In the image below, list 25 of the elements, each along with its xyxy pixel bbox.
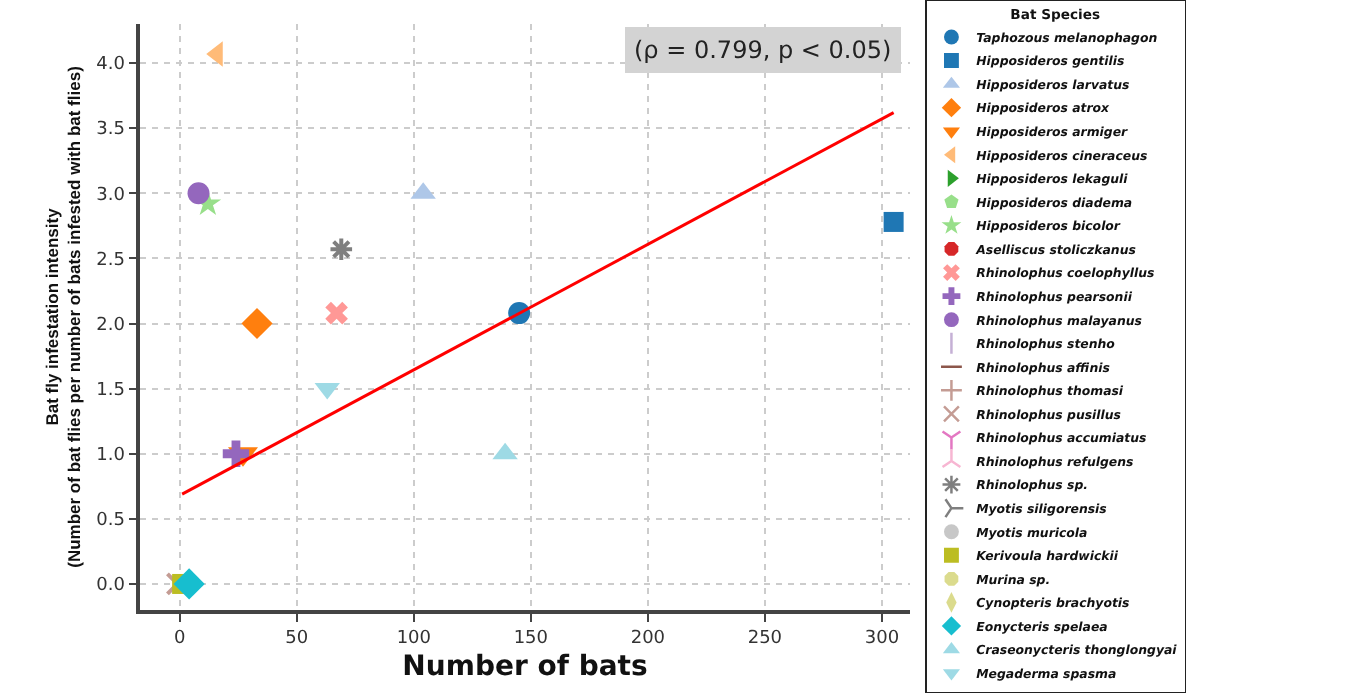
x-tick-label: 0 [174,629,187,650]
x-tick-label: 200 [630,629,666,650]
y-tick-label: 2.5 [96,250,125,271]
annotation: (ρ = 0.799, p < 0.05) [634,36,892,64]
y-axis-title: Bat fly infestation intensity (Number of bat flies per number of bats infested with bat flies) [42,65,85,568]
y-tick-label: 3.5 [96,120,125,141]
x-tick-label: 150 [513,629,549,650]
y-tick-label: 3.0 [96,185,126,206]
x-tick-label: 250 [747,629,783,650]
point [325,301,348,325]
y-tick-label: 4.0 [96,55,126,76]
x-tick-label: 50 [285,629,309,650]
point [328,236,355,263]
x-tick-label: 300 [864,629,900,650]
y-tick-label: 0.5 [96,511,125,532]
point [883,211,904,232]
point [173,568,205,600]
y-tick-label: 1.5 [96,380,125,401]
x-axis-title: Number of bats [402,650,648,683]
point [241,307,273,340]
y-tick-label: 0.0 [96,576,126,597]
y-tick-label: 2.0 [96,315,126,336]
x-tick-label: 100 [396,629,432,650]
y-tick-label: 1.0 [96,446,126,467]
point [187,182,210,205]
